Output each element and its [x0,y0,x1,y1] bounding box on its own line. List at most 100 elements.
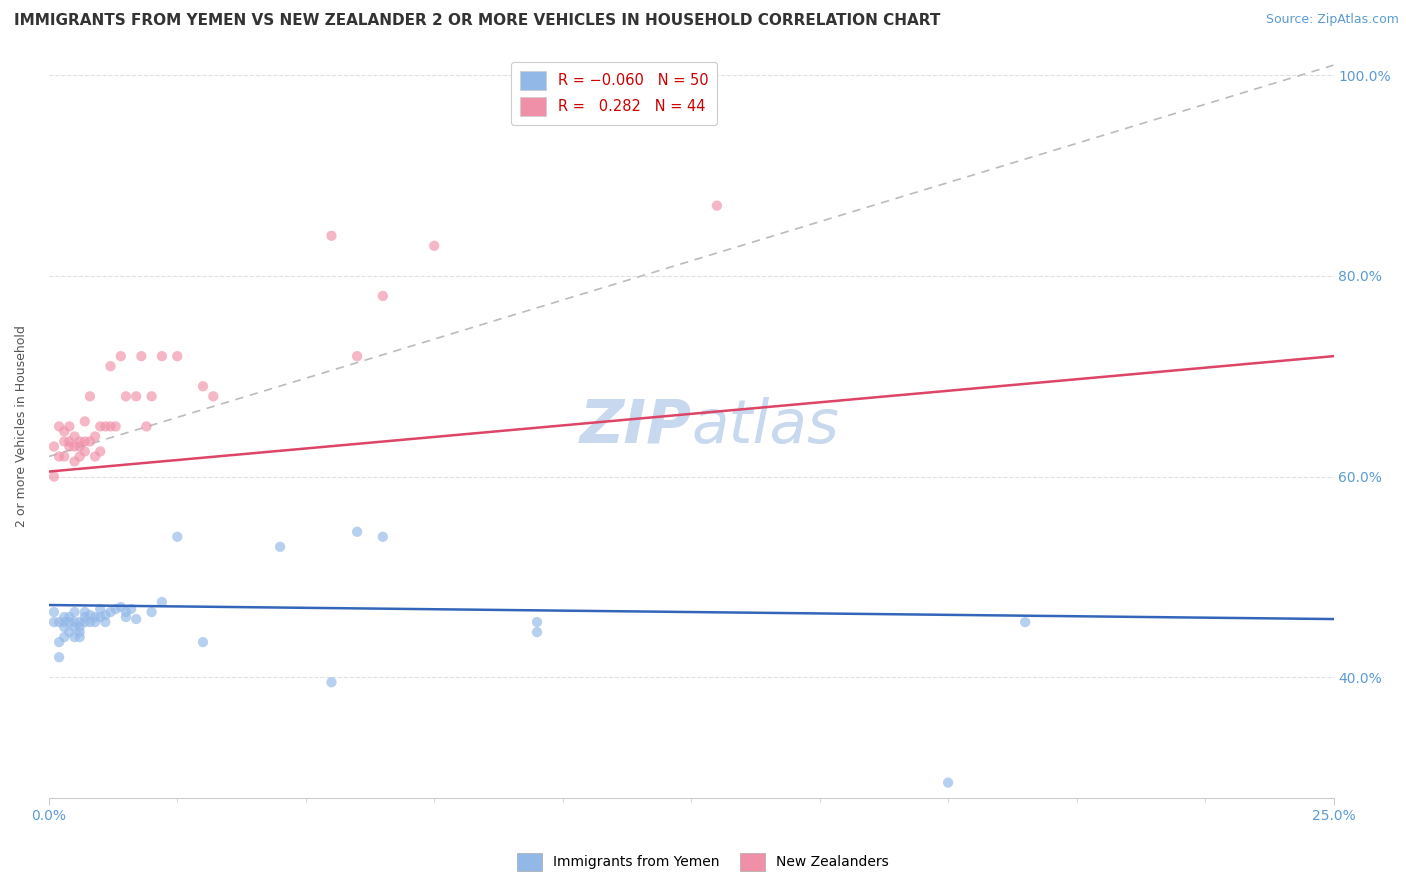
Point [58,440,80,454]
Point [131,349,153,363]
Point [63,440,86,454]
Point [79,608,101,623]
Point [84,429,107,443]
Point [79,434,101,449]
Point [191,379,214,393]
Point [115,610,138,624]
Point [89,419,111,434]
Point [42,615,65,629]
Point [73,434,96,449]
Point [84,615,107,629]
Point [53,630,76,644]
Text: atlas: atlas [692,397,839,456]
Point [346,349,368,363]
Point [150,595,173,609]
Point [63,630,86,644]
Point [79,615,101,629]
Point [84,610,107,624]
Point [100,605,122,619]
Point [110,600,132,615]
Point [125,389,148,403]
Point [120,602,142,616]
Point [84,450,107,464]
Point [69,615,91,629]
Point [63,454,86,468]
Point [48,450,70,464]
Point [79,389,101,403]
Point [94,608,117,623]
Point [53,610,76,624]
Point [104,419,127,434]
Point [936,775,959,789]
Point [706,199,728,213]
Point [141,389,163,403]
Point [53,434,76,449]
Point [42,605,65,619]
Point [69,620,91,634]
Point [53,425,76,439]
Point [526,625,548,640]
Point [58,419,80,434]
Point [58,610,80,624]
Point [53,450,76,464]
Legend: Immigrants from Yemen, New Zealanders: Immigrants from Yemen, New Zealanders [512,847,894,876]
Point [423,239,446,253]
Point [115,389,138,403]
Point [94,419,117,434]
Legend: R = −0.060   N = 50, R =   0.282   N = 44: R = −0.060 N = 50, R = 0.282 N = 44 [510,62,717,125]
Point [73,615,96,629]
Point [110,349,132,363]
Point [42,469,65,483]
Point [104,602,127,616]
Point [100,419,122,434]
Point [69,440,91,454]
Text: ZIP: ZIP [579,397,692,456]
Text: IMMIGRANTS FROM YEMEN VS NEW ZEALANDER 2 OR MORE VEHICLES IN HOUSEHOLD CORRELATI: IMMIGRANTS FROM YEMEN VS NEW ZEALANDER 2… [14,13,941,29]
Point [100,359,122,374]
Point [321,228,343,243]
Point [69,434,91,449]
Point [115,605,138,619]
Point [526,615,548,629]
Point [69,630,91,644]
Point [141,605,163,619]
Point [371,530,394,544]
Point [48,650,70,665]
Point [166,349,188,363]
Point [53,615,76,629]
Point [73,444,96,458]
Point [48,419,70,434]
Point [69,625,91,640]
Point [191,635,214,649]
Point [63,615,86,629]
Point [63,620,86,634]
Point [1014,615,1036,629]
Y-axis label: 2 or more Vehicles in Household: 2 or more Vehicles in Household [15,326,28,527]
Point [89,610,111,624]
Point [321,675,343,690]
Point [89,444,111,458]
Point [42,440,65,454]
Point [346,524,368,539]
Point [73,605,96,619]
Point [53,620,76,634]
Point [69,450,91,464]
Point [125,612,148,626]
Point [58,434,80,449]
Point [73,414,96,428]
Point [94,615,117,629]
Point [135,419,157,434]
Point [48,615,70,629]
Point [58,625,80,640]
Text: Source: ZipAtlas.com: Source: ZipAtlas.com [1265,13,1399,27]
Point [63,605,86,619]
Point [48,635,70,649]
Point [166,530,188,544]
Point [202,389,225,403]
Point [89,602,111,616]
Point [73,610,96,624]
Point [63,429,86,443]
Point [58,615,80,629]
Point [150,349,173,363]
Point [269,540,291,554]
